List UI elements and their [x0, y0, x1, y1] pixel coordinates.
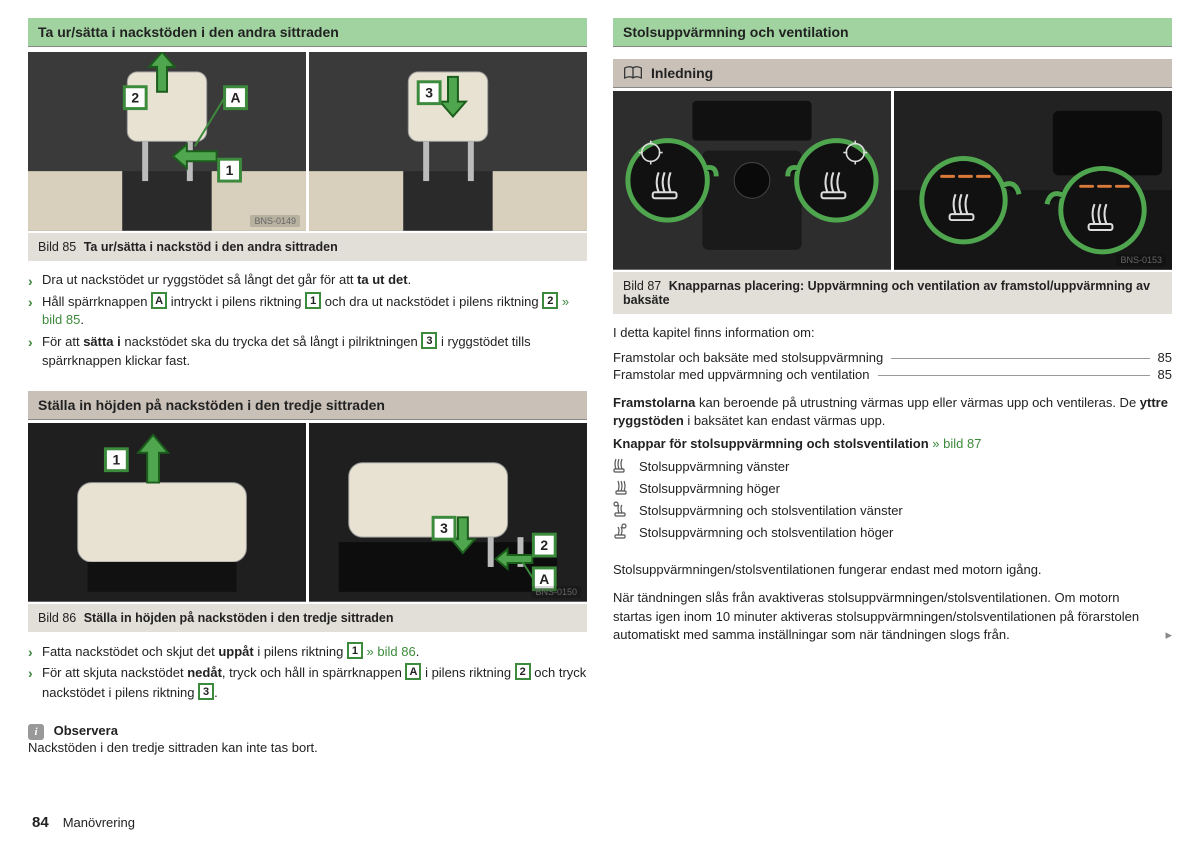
seat-heat-right-icon — [613, 479, 627, 497]
svg-text:A: A — [539, 571, 549, 587]
figure-id: BNS-0150 — [531, 586, 581, 598]
figure-85-caption: Bild 85 Ta ur/sätta i nackstöd i den and… — [28, 233, 587, 261]
figure-87: BNS-0153 — [613, 91, 1172, 270]
observera-body: Nackstöden i den tredje sittraden kan in… — [28, 740, 587, 755]
bullets-86: Fatta nackstödet och skjut det uppåt i p… — [28, 642, 587, 706]
figure-86-left: 1 — [28, 423, 306, 602]
seat-heat-vent-left-icon — [613, 501, 627, 519]
figure-87-caption: Bild 87 Knapparnas placering: Uppvärmnin… — [613, 272, 1172, 314]
list-item: Stolsuppvärmning och stolsventilation vä… — [613, 499, 1172, 521]
bullets-85: Dra ut nackstödet ur ryggstödet så långt… — [28, 271, 587, 373]
svg-text:2: 2 — [131, 90, 139, 106]
section-header-adjust-height: Ställa in höjden på nackstöden i den tre… — [28, 391, 587, 420]
list-item: Stolsuppvärmning vänster — [613, 455, 1172, 477]
bullet-item: För att sätta i nackstödet ska du trycka… — [28, 332, 587, 371]
button-list: Stolsuppvärmning vänster Stolsuppvärmnin… — [613, 455, 1172, 543]
book-icon — [623, 65, 643, 81]
list-item: Stolsuppvärmning höger — [613, 477, 1172, 499]
figure-87-left — [613, 91, 891, 270]
svg-text:3: 3 — [440, 520, 448, 536]
continuation-marker-icon: ▸ — [1165, 626, 1172, 644]
left-column: Ta ur/sätta i nackstöden i den andra sit… — [28, 18, 587, 835]
toc-row: Framstolar och baksäte med stolsuppvärmn… — [613, 350, 1172, 365]
bullet-item: Dra ut nackstödet ur ryggstödet så långt… — [28, 271, 587, 290]
chapter-title: Manövrering — [63, 815, 135, 830]
paragraph: När tändningen slås från avaktiveras sto… — [613, 589, 1172, 644]
figure-86-caption: Bild 86 Ställa in höjden på nackstöden i… — [28, 604, 587, 632]
toc-row: Framstolar med uppvärmning och ventilati… — [613, 367, 1172, 382]
info-icon: i — [28, 724, 44, 740]
seat-heat-vent-right-icon — [613, 523, 627, 541]
paragraph: Framstolarna kan beroende på utrustning … — [613, 394, 1172, 430]
svg-text:A: A — [230, 90, 240, 106]
figure-87-right: BNS-0153 — [894, 91, 1172, 270]
figure-86-right: 3 2 A BNS-0150 — [309, 423, 587, 602]
section-header-heat-vent: Stolsuppvärmning och ventilation — [613, 18, 1172, 47]
section-header-remove-headrest: Ta ur/sätta i nackstöden i den andra sit… — [28, 18, 587, 47]
figure-85-left: 2 A 1 BNS-0149 — [28, 52, 306, 231]
figure-85: 2 A 1 BNS-0149 — [28, 52, 587, 231]
figure-id: BNS-0153 — [1116, 254, 1166, 266]
observera-note: i Observera Nackstöden i den tredje sitt… — [28, 723, 587, 755]
svg-text:2: 2 — [540, 537, 548, 553]
figure-id: BNS-0149 — [250, 215, 300, 227]
inledning-header: Inledning — [613, 59, 1172, 88]
right-column: Stolsuppvärmning och ventilation Inledni… — [613, 18, 1172, 835]
page-footer: 84 Manövrering — [32, 814, 135, 831]
list-item: Stolsuppvärmning och stolsventilation hö… — [613, 521, 1172, 543]
bullet-item: Fatta nackstödet och skjut det uppåt i p… — [28, 642, 587, 662]
figure-86: 1 3 2 — [28, 423, 587, 602]
svg-text:3: 3 — [425, 85, 433, 101]
buttons-heading: Knappar för stolsuppvärmning och stolsve… — [613, 436, 1172, 451]
bullet-item: För att skjuta nackstödet nedåt, tryck o… — [28, 663, 587, 703]
svg-text:1: 1 — [113, 452, 121, 468]
figure-85-right: 3 — [309, 52, 587, 231]
bullet-item: Håll spärrknappen A intryckt i pilens ri… — [28, 292, 587, 331]
page-number: 84 — [32, 814, 49, 831]
paragraph: Stolsuppvärmningen/stolsventilationen fu… — [613, 561, 1172, 579]
seat-heat-left-icon — [613, 457, 627, 475]
toc: Framstolar och baksäte med stolsuppvärmn… — [613, 348, 1172, 384]
toc-intro: I detta kapitel finns information om: — [613, 324, 1172, 342]
svg-text:1: 1 — [226, 162, 234, 178]
page-spread: Ta ur/sätta i nackstöden i den andra sit… — [28, 18, 1172, 835]
